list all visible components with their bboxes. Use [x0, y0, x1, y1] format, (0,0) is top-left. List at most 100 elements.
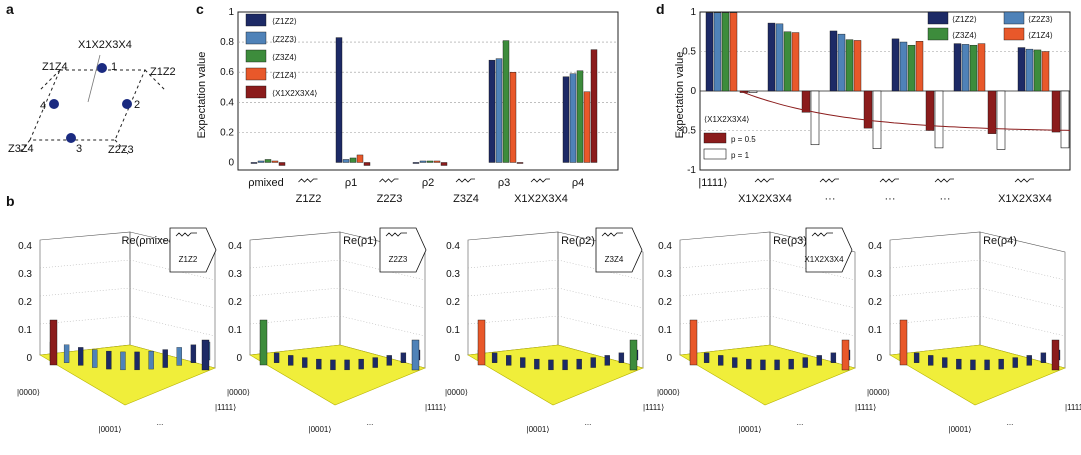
cityscape-gridline — [769, 259, 856, 281]
cityscape-gridline — [339, 287, 426, 309]
cityscape-bar — [548, 359, 554, 371]
panel-c-legend-swatch — [245, 31, 267, 45]
panel-d-legend-swatch — [927, 27, 949, 41]
panel-d-legend-label: ⟨Z1Z4⟩ — [1028, 31, 1053, 40]
panel-d-step-label: ··· — [825, 193, 836, 205]
cityscape-axis-label: |0001⟩ — [527, 425, 550, 434]
panel-c-bar — [569, 73, 577, 163]
cityscape-axis-label: |1111⟩ — [643, 403, 664, 412]
panel-c-legend-swatch — [245, 13, 267, 27]
panel-c-chart: 0 0.2 0.4 0.6 0.8 1 ρmixed ρ1 ρ2 ρ3 ρ4 Z1Z2 Z2Z3 Z3Z4… — [220, 7, 619, 205]
qubit-label-3: 3 — [76, 143, 82, 155]
cityscape-axis-label: |1111⟩ — [855, 403, 876, 412]
cityscape-gridline — [249, 259, 341, 269]
cityscape-ztick: 0 — [666, 353, 672, 364]
panel-d-bar — [899, 41, 908, 92]
panel-d-bar — [791, 32, 800, 92]
panel-d-xxxx-p1 — [748, 90, 758, 93]
cityscape-bar — [1026, 355, 1032, 366]
cityscape-axis-label: |0000⟩ — [867, 388, 890, 397]
cityscape-axis-label: ... — [367, 418, 374, 427]
panel-d-ytick: -1 — [687, 165, 696, 176]
cityscape-gridline — [467, 287, 559, 297]
cityscape-bar — [190, 344, 197, 363]
cityscape-axis-label: |0000⟩ — [657, 388, 680, 397]
panel-c-ytick: 0.8 — [220, 37, 234, 48]
panel-c-legend-label: ⟨X1X2X3X4⟩ — [272, 89, 317, 98]
cityscape-axis-label: ... — [585, 418, 592, 427]
panel-c-bar — [257, 160, 265, 163]
panel-c-legend-label: ⟨Z1Z2⟩ — [272, 17, 297, 26]
cityscape-axis-label: |1111⟩ — [215, 403, 236, 412]
cityscape-gridline — [769, 315, 856, 337]
cityscape-ztick: 0.2 — [868, 297, 882, 308]
panel-d-legend-p1: p = 1 — [731, 151, 750, 160]
cityscape-ztick: 0.1 — [228, 325, 242, 336]
cityscape-corner-bar — [259, 319, 268, 366]
cityscape-bar — [718, 355, 724, 366]
edge-label-z1z2: Z1Z2 — [150, 66, 176, 78]
op-pulse-icon — [175, 232, 197, 237]
panel-d-step-label: X1X2X3X4 — [998, 193, 1052, 205]
edge-label-z2z3: Z2Z3 — [108, 144, 134, 156]
cityscape-bar — [760, 359, 766, 371]
cityscape-title: Re(ρ3) — [773, 235, 807, 247]
cityscape-bar — [134, 351, 140, 371]
op-box-1: Z2Z3 — [379, 227, 427, 273]
cityscape-bar — [562, 359, 568, 371]
cityscape-bar — [998, 358, 1004, 370]
panel-d-pulse-icon — [934, 178, 954, 183]
cityscape-floor — [467, 344, 644, 406]
panel-d-bar — [953, 43, 962, 92]
cityscape-bar — [534, 358, 540, 370]
panel-d-ytick: 0.5 — [682, 47, 696, 58]
panel-d-bar — [829, 30, 838, 92]
panel-c-bar — [419, 160, 427, 163]
cityscape-bar — [1040, 352, 1047, 363]
cityscape-2: 0 0.1 0.2 0.3 0.4 Re(ρ2) |0000⟩ |0001⟩ |1111⟩... — [445, 231, 664, 434]
panel-c-bar — [342, 159, 350, 163]
panel-d-legend-p05-swatch — [703, 132, 727, 144]
panel-c-bar — [562, 76, 570, 163]
cityscape-bar — [316, 358, 322, 370]
qubit-4 — [49, 99, 59, 109]
panel-c-group-label: ρmixed — [248, 177, 284, 189]
cityscape-floor — [39, 344, 216, 406]
panel-c-bar — [356, 154, 364, 163]
panel-d-pulse-icon — [819, 178, 839, 183]
panel-d-chart: 1 0.5 0 -0.5 -1 ⟨Z1Z2⟩ ⟨Z2Z3⟩ ⟨Z3Z4⟩ ⟨Z1Z4⟩ ⟨X1X2… — [679, 7, 1071, 205]
cityscape-bar — [162, 349, 168, 368]
cityscape-bar — [618, 352, 625, 363]
panel-d-pulse-icon — [754, 178, 774, 183]
cityscape-corner-bar — [899, 319, 908, 366]
cityscape-gridline — [979, 287, 1066, 309]
cityscape-gridline — [249, 287, 341, 297]
cityscape-bar — [120, 351, 126, 371]
panel-d-step-label: ··· — [885, 193, 896, 205]
cityscape-bar — [956, 358, 962, 370]
panel-d-legend-label: ⟨Z3Z4⟩ — [952, 31, 977, 40]
cityscape-bar — [816, 355, 822, 366]
panel-c-bar — [278, 162, 286, 166]
edge-label-z3z4: Z3Z4 — [8, 143, 34, 155]
panel-d-ytick: -0.5 — [679, 126, 697, 137]
panel-d-xxxx-p1 — [996, 90, 1006, 150]
cityscape-bar — [774, 359, 780, 371]
panel-c-op-label: X1X2X3X4 — [514, 193, 568, 205]
cityscape-bar — [330, 359, 336, 371]
panel-c-legend-swatch — [245, 49, 267, 63]
cityscape-corner-bar — [49, 319, 58, 366]
cityscape-bar — [590, 357, 596, 368]
panel-d-ylabel: Expectation value — [674, 52, 686, 139]
cityscape-gridline — [39, 287, 131, 297]
panel-c-bar — [440, 162, 448, 166]
cityscape-gridline — [557, 259, 644, 281]
cityscape-bar — [928, 355, 934, 366]
cityscape-axis-label: |0001⟩ — [99, 425, 122, 434]
cityscape-ztick: 0.3 — [868, 269, 882, 280]
panel-d-bar — [783, 31, 792, 92]
panel-c-legend-swatch — [245, 85, 267, 99]
panel-d-legend-swatch — [1003, 11, 1025, 25]
panel-d-xxxx-p1 — [934, 90, 944, 149]
panel-c-letter: c — [196, 1, 204, 17]
